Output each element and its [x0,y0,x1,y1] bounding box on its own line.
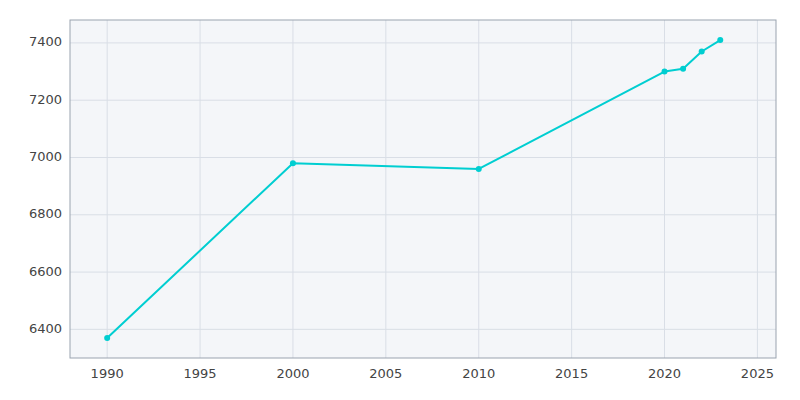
grid-line [478,20,479,358]
x-tick-label: 1990 [91,366,124,381]
grid [70,20,776,358]
chart: 6400 6600 6800 7000 7200 7400 1990 1995 2000 2005… [0,0,800,400]
point [699,49,705,55]
point [662,69,668,75]
grid-line [107,20,108,358]
plot-frame [70,20,776,358]
point [290,160,296,166]
grid-line [70,214,776,215]
grid-line [70,100,776,101]
series [104,37,723,341]
x-tick-label: 2025 [741,366,774,381]
x-tick-label: 2000 [276,366,309,381]
point [476,166,482,172]
y-tick-label: 6400 [29,321,62,336]
x-tick-label: 2005 [369,366,402,381]
grid-line [385,20,386,358]
grid-line [70,157,776,158]
point [680,66,686,72]
tick-labels: 6400 6600 6800 7000 7200 7400 1990 1995 2000 2005… [29,34,774,381]
grid-line [200,20,201,358]
plot-area [70,20,776,358]
x-tick-label: 2015 [555,366,588,381]
y-tick-label: 6600 [29,264,62,279]
y-tick-label: 6800 [29,206,62,221]
chart-container: 6400 6600 6800 7000 7200 7400 1990 1995 2000 2005… [0,0,800,400]
y-tick-label: 7400 [29,34,62,49]
grid-line [571,20,572,358]
x-tick-label: 2010 [462,366,495,381]
line [107,40,720,338]
grid-line [70,42,776,43]
grid-line [292,20,293,358]
point [717,37,723,43]
point [104,335,110,341]
grid-line [70,329,776,330]
y-tick-label: 7000 [29,149,62,164]
x-tick-label: 1995 [184,366,217,381]
grid-line [757,20,758,358]
y-tick-label: 7200 [29,92,62,107]
x-tick-label: 2020 [648,366,681,381]
